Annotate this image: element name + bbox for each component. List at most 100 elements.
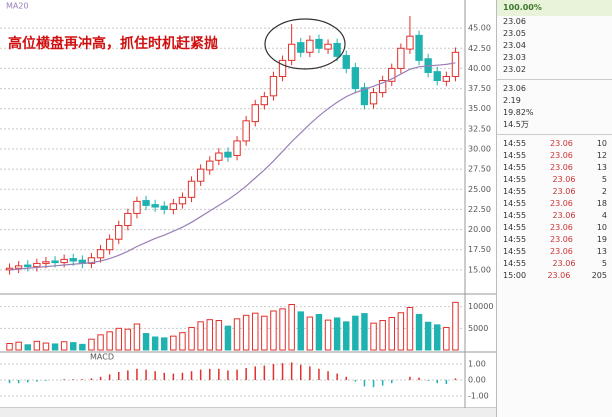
- volume-bar: [33, 340, 41, 351]
- candle-body: [124, 212, 132, 227]
- candle-body: [96, 249, 105, 259]
- trade-row-cell: 5: [601, 175, 607, 184]
- macd-bar: [72, 379, 74, 380]
- volume-bar: [306, 316, 314, 351]
- volume-bar: [343, 321, 350, 351]
- candle-body: [433, 71, 441, 82]
- volume-bar: [252, 312, 259, 351]
- trade-row-cell: 14:55: [503, 247, 527, 256]
- candle-body: [242, 120, 250, 142]
- macd-bar: [381, 380, 384, 386]
- y-tick-label: 5000: [468, 324, 488, 333]
- volume-bar: [352, 315, 359, 351]
- macd-bar: [36, 380, 38, 382]
- volume-bar: [6, 343, 13, 351]
- trade-row: 14:55 23.06 2: [497, 186, 612, 198]
- trade-row-cell: 23.06: [549, 199, 573, 208]
- trade-row-cell: 14:55: [503, 235, 527, 244]
- candle-body: [406, 35, 414, 50]
- volume-bar: [115, 327, 122, 351]
- trade-row-cell: 13: [596, 163, 607, 172]
- stat-row-cell: 2.19: [503, 96, 521, 105]
- macd-bar: [309, 366, 311, 380]
- macd-bar: [454, 378, 457, 380]
- candle-body: [196, 168, 205, 182]
- volume-bar: [279, 308, 286, 351]
- trade-row: 15:00 23.06 205: [497, 270, 612, 282]
- candle-body: [388, 67, 396, 82]
- trade-row: 14:55 23.06 5: [497, 258, 612, 270]
- volume-bar: [270, 310, 277, 351]
- candle-body: [160, 205, 168, 210]
- volume-bar: [24, 344, 31, 351]
- ma-line: [9, 62, 456, 271]
- trade-row-cell: 23.06: [552, 211, 576, 220]
- candle-body: [415, 34, 423, 61]
- book-row: 23.06: [497, 16, 612, 28]
- trade-row-cell: 15:00: [503, 271, 527, 280]
- trade-row-cell: 10: [596, 223, 607, 232]
- volume-bar: [79, 343, 86, 351]
- trade-row: 14:55 23.06 13: [497, 162, 612, 174]
- candle-body: [333, 42, 341, 57]
- volume-bar: [315, 313, 323, 351]
- volume-bar: [406, 307, 414, 351]
- candle-body: [51, 260, 59, 264]
- volume-bar: [88, 338, 95, 351]
- volume-bar: [361, 313, 368, 351]
- macd-bar: [391, 380, 393, 384]
- macd-bar: [90, 378, 93, 380]
- trade-row: 14:55 23.06 4: [497, 210, 612, 222]
- candle-body: [278, 59, 287, 77]
- candle-body: [87, 257, 96, 264]
- percent: 100.00%: [497, 0, 612, 16]
- macd-bar: [81, 379, 84, 380]
- volume-bar: [179, 332, 186, 351]
- macd-bar: [181, 372, 184, 380]
- trade-row-cell: 14:55: [503, 199, 527, 208]
- macd-bar: [227, 370, 229, 380]
- trade-row-cell: 2: [601, 187, 607, 196]
- book-row-cell: 23.05: [503, 29, 526, 38]
- candle-body: [315, 38, 323, 49]
- macd-bar: [254, 366, 256, 380]
- macd-bar: [27, 380, 29, 383]
- trade-row-cell: 14:55: [503, 211, 527, 220]
- macd-bar: [336, 373, 338, 380]
- volume-bar: [415, 313, 423, 351]
- annotation: 高位横盘再冲高，抓住时机赶紧抛: [8, 35, 218, 52]
- macd-bar: [418, 377, 420, 380]
- candle-body: [14, 265, 23, 269]
- y-tick-label: -1.00: [468, 392, 489, 401]
- candle-body: [60, 258, 68, 264]
- macd-bar: [427, 380, 429, 381]
- chart-bg: [0, 0, 496, 417]
- volume-bar: [261, 315, 268, 351]
- y-tick-label: 20.00: [468, 225, 491, 234]
- macd-bar: [99, 376, 102, 380]
- macd-bar: [17, 380, 20, 384]
- trade-row-cell: 23.06: [549, 139, 573, 148]
- order-book: 23.06 23.05 23.04 23.03 23.02: [497, 16, 612, 76]
- macd-bar: [118, 372, 120, 380]
- trade-row-cell: 23.06: [549, 247, 573, 256]
- quote-panel: 100.00% 23.06 23.05 23.04 23.03 23.02 23.06 2…: [496, 0, 612, 417]
- candle-body: [351, 67, 360, 90]
- trade-row-cell: 14:55: [503, 151, 527, 160]
- trade-row-cell: 18: [596, 199, 607, 208]
- y-tick-label: 30.00: [468, 145, 491, 154]
- trade-row: 14:55 23.06 13: [497, 246, 612, 258]
- trade-row-cell: 14:55: [503, 175, 527, 184]
- macd-bar: [145, 369, 147, 380]
- macd-bar: [372, 380, 375, 388]
- macd-bar: [436, 380, 438, 384]
- macd-bar: [172, 373, 175, 380]
- candle-body: [378, 80, 387, 94]
- volume-bar: [170, 335, 177, 351]
- trade-row-cell: 14:55: [503, 187, 527, 196]
- y-tick-label: 35.00: [468, 104, 491, 113]
- macd-bar: [108, 374, 111, 380]
- stat-row: 14.5万: [497, 119, 612, 131]
- y-tick-label: 22.50: [468, 205, 491, 214]
